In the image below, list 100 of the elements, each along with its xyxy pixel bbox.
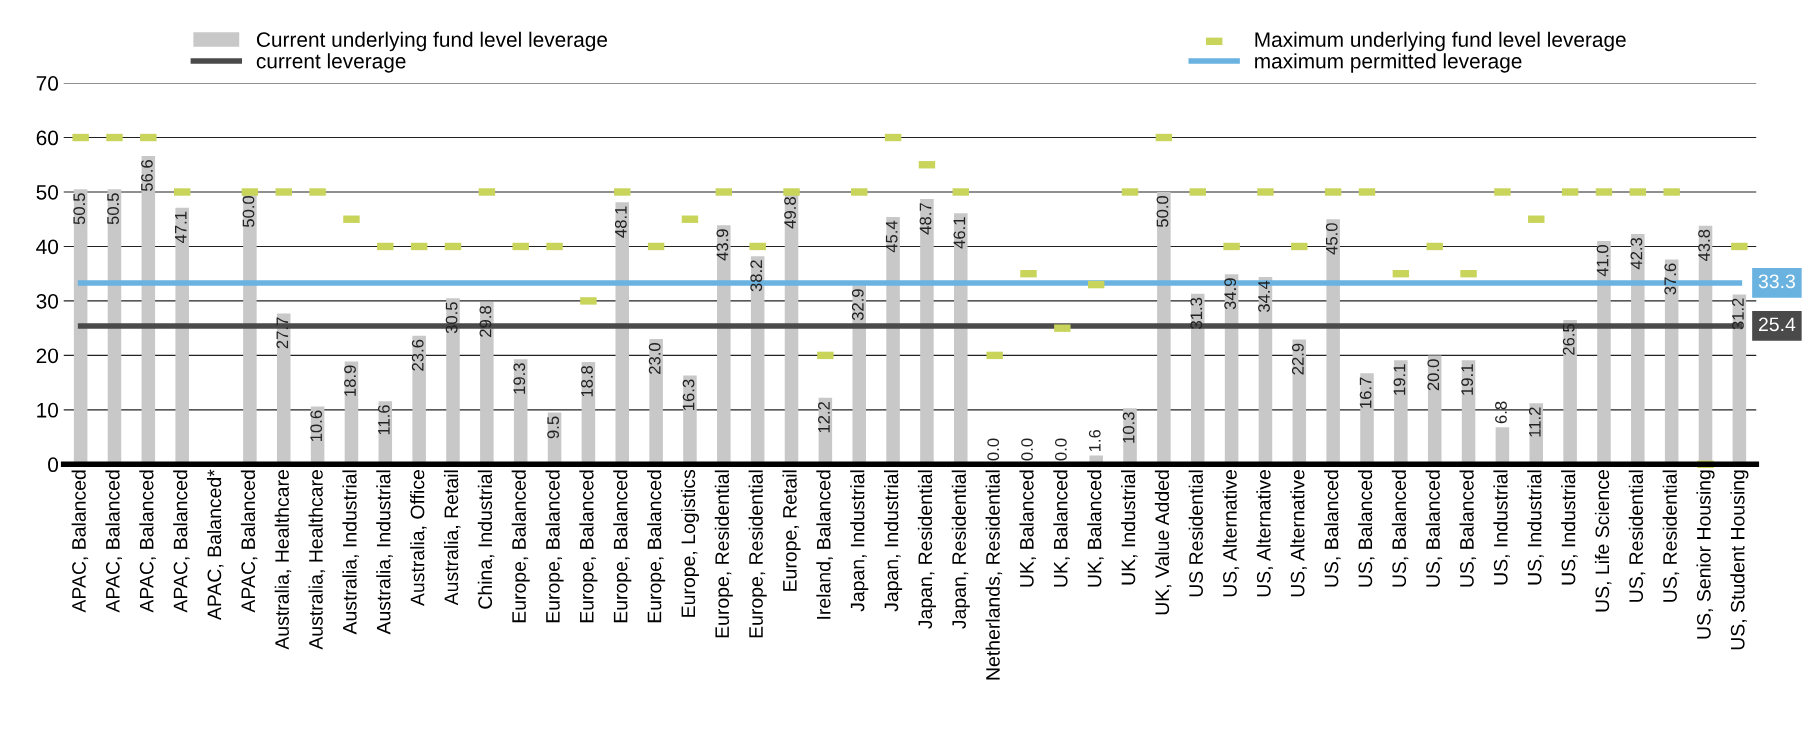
x-tick-label: US, Balanced bbox=[1357, 470, 1375, 587]
x-tick-label: Europe, Residential bbox=[714, 470, 733, 638]
data-label: 0.0 bbox=[1055, 438, 1067, 461]
data-label: 33.3 bbox=[1758, 274, 1795, 289]
data-label: 45.0 bbox=[1325, 223, 1338, 255]
x-tick-label: Europe, Balanced bbox=[579, 470, 598, 623]
data-label: 42.3 bbox=[1630, 237, 1643, 270]
x-tick-label: US, Industrial bbox=[1561, 470, 1578, 585]
x-tick-label: US Residential bbox=[1188, 470, 1203, 597]
data-label: 20.0 bbox=[1427, 359, 1440, 391]
data-label: 48.1 bbox=[614, 206, 627, 238]
x-tick-label: UK, Balanced bbox=[1019, 470, 1036, 587]
x-tick-label: APAC, Balanced bbox=[105, 470, 122, 613]
legend-label: maximum permitted leverage bbox=[1255, 53, 1522, 73]
data-label: 16.3 bbox=[682, 379, 695, 410]
x-tick-label: US, Balanced bbox=[1391, 470, 1409, 587]
x-tick-label: US, Life Science bbox=[1594, 470, 1612, 612]
data-label: 49.8 bbox=[784, 197, 796, 229]
x-tick-label: Japan, Industrial bbox=[850, 470, 869, 612]
x-tick-label: China, Industrial bbox=[477, 470, 495, 609]
x-tick-label: US, Alternative bbox=[1222, 470, 1240, 597]
data-label: 38.2 bbox=[750, 260, 763, 292]
data-label: 23.0 bbox=[648, 342, 661, 374]
x-tick-label: Europe, Balanced bbox=[647, 470, 666, 623]
y-tick-label: 60 bbox=[36, 130, 59, 146]
x-tick-label: US, Industrial bbox=[1493, 470, 1510, 585]
x-tick-label: UK, Value Added bbox=[1154, 470, 1172, 615]
x-tick-label: US, Balanced bbox=[1324, 470, 1341, 587]
x-tick-label: APAC, Balanced bbox=[139, 470, 156, 613]
x-tick-label: Netherlands, Residential bbox=[985, 470, 1003, 680]
x-tick-label: Japan, Residential bbox=[917, 470, 936, 629]
x-tick-label: US, Industrial bbox=[1527, 470, 1544, 585]
x-tick-label: Europe, Residential bbox=[748, 470, 767, 638]
x-tick-label: US, Residential bbox=[1628, 470, 1646, 602]
x-tick-label: Ireland, Balanced bbox=[816, 470, 833, 619]
x-tick-label: Japan, Industrial bbox=[884, 470, 903, 612]
data-label: 11.6 bbox=[377, 405, 390, 435]
data-label: 0.0 bbox=[987, 438, 1000, 461]
data-label: 23.6 bbox=[411, 339, 424, 371]
data-label: 34.9 bbox=[1224, 278, 1237, 310]
data-label: 46.1 bbox=[953, 217, 966, 249]
data-label: 19.1 bbox=[1461, 364, 1474, 395]
data-label: 50.5 bbox=[107, 193, 119, 225]
legend-label: Current underlying fund level leverage bbox=[256, 31, 608, 52]
y-tick-label: 40 bbox=[36, 239, 59, 255]
x-tick-label: US, Residential bbox=[1662, 470, 1680, 602]
data-label: 48.7 bbox=[919, 203, 932, 235]
x-tick-label: UK, Industrial bbox=[1120, 470, 1138, 585]
data-label: 18.9 bbox=[344, 365, 356, 396]
x-tick-label: Australia, Industrial bbox=[376, 470, 393, 635]
data-label: 16.7 bbox=[1359, 377, 1372, 408]
data-label: 41.0 bbox=[1596, 244, 1609, 277]
x-tick-label: Europe, Retail bbox=[782, 470, 801, 591]
data-label: 22.9 bbox=[1291, 343, 1304, 375]
x-tick-label: US, Balanced bbox=[1459, 470, 1477, 587]
x-tick-label: Australia, Healthcare bbox=[274, 470, 292, 650]
x-tick-label: APAC, Balanced bbox=[240, 470, 258, 613]
data-label: 32.9 bbox=[851, 289, 864, 321]
x-tick-label: Australia, Healthcare bbox=[308, 470, 326, 650]
data-label: 43.9 bbox=[716, 229, 729, 261]
data-label: 45.4 bbox=[885, 220, 898, 253]
data-label: 10.6 bbox=[310, 410, 323, 442]
data-label: 25.4 bbox=[1758, 317, 1796, 332]
data-label: 47.1 bbox=[175, 211, 187, 244]
x-tick-label: Australia, Industrial bbox=[342, 470, 359, 635]
data-label: 19.3 bbox=[513, 363, 526, 394]
data-label: 43.8 bbox=[1698, 229, 1710, 262]
x-tick-label: US, Balanced bbox=[1425, 470, 1443, 587]
y-tick-label: 50 bbox=[36, 184, 59, 200]
x-tick-label: US, Student Housing bbox=[1730, 470, 1749, 650]
data-label: 37.6 bbox=[1664, 263, 1677, 295]
x-tick-label: UK, Balanced bbox=[1053, 470, 1070, 587]
x-tick-label: Europe, Balanced bbox=[511, 470, 530, 623]
x-tick-label: Australia, Retail bbox=[443, 470, 461, 606]
x-tick-label: UK, Balanced bbox=[1087, 470, 1104, 587]
data-label: 11.2 bbox=[1528, 407, 1541, 437]
data-label: 19.1 bbox=[1393, 364, 1406, 395]
data-label: 0.0 bbox=[1021, 438, 1033, 461]
y-tick-label: 0 bbox=[48, 457, 59, 473]
data-label: 1.6 bbox=[1088, 429, 1101, 452]
x-tick-label: APAC, Balanced bbox=[173, 470, 190, 613]
data-label: 18.8 bbox=[581, 365, 593, 397]
legend-label: Maximum underlying fund level leverage bbox=[1255, 31, 1626, 52]
data-label: 12.2 bbox=[818, 401, 830, 433]
x-tick-label: Europe, Balanced bbox=[613, 470, 632, 623]
x-tick-label: Europe, Balanced bbox=[545, 470, 564, 623]
data-label: 50.0 bbox=[242, 195, 255, 228]
y-tick-label: 20 bbox=[36, 348, 59, 364]
data-label: 50.0 bbox=[1156, 195, 1169, 228]
x-tick-label: US, Alternative bbox=[1256, 470, 1273, 597]
y-tick-label: 70 bbox=[36, 76, 59, 91]
data-label: 9.5 bbox=[547, 416, 560, 439]
data-label: 10.3 bbox=[1122, 412, 1135, 443]
data-label: 50.5 bbox=[73, 193, 86, 225]
x-tick-label: Europe, Logistics bbox=[680, 469, 700, 617]
x-tick-label: APAC, Balanced bbox=[71, 470, 89, 613]
legend-label: current leverage bbox=[256, 53, 406, 73]
data-label: 56.6 bbox=[141, 160, 153, 192]
data-label: 6.8 bbox=[1495, 401, 1507, 424]
y-tick-label: 30 bbox=[36, 293, 59, 309]
